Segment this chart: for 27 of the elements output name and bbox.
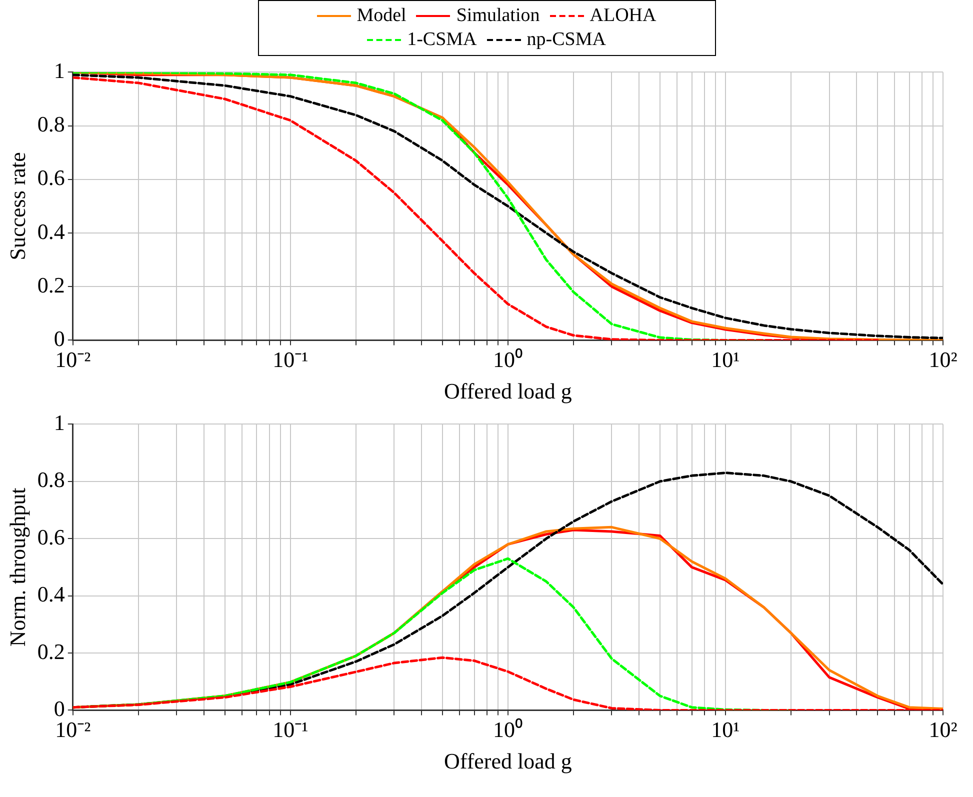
y-tick-label: 0.2: [37, 638, 65, 664]
y-tick-label: 0.4: [37, 218, 65, 244]
y-tick-label: 0.6: [37, 165, 65, 190]
y-tick-label: 1: [54, 58, 65, 83]
x-tick-label: 10⁰: [492, 717, 523, 742]
y-tick-label: 0.6: [37, 524, 65, 550]
x-tick-label: 10²: [928, 347, 958, 372]
y-tick-label: 0.8: [37, 467, 65, 492]
legend-label: 1-CSMA: [407, 29, 477, 51]
y-tick-label: 0.4: [37, 582, 65, 607]
x-tick-label: 10⁻¹: [272, 347, 308, 372]
y-axis-title: Success rate: [4, 152, 30, 260]
y-tick-label: 0.8: [37, 112, 65, 137]
x-tick-label: 10⁻¹: [272, 717, 308, 742]
legend-label: Simulation: [456, 5, 540, 27]
x-axis-title: Offered load g: [444, 748, 572, 774]
legend-label: Model: [356, 5, 406, 27]
x-tick-label: 10⁰: [492, 347, 523, 372]
x-tick-label: 10²: [928, 717, 958, 742]
x-tick-label: 10¹: [711, 717, 740, 742]
y-tick-label: 1: [54, 410, 65, 435]
x-tick-label: 10¹: [711, 347, 740, 372]
y-axis-title: Norm. throughput: [4, 488, 30, 647]
y-tick-label: 0.2: [37, 272, 65, 298]
legend-label: np-CSMA: [526, 29, 606, 51]
legend-label: ALOHA: [590, 5, 656, 27]
x-axis-title: Offered load g: [444, 378, 572, 404]
